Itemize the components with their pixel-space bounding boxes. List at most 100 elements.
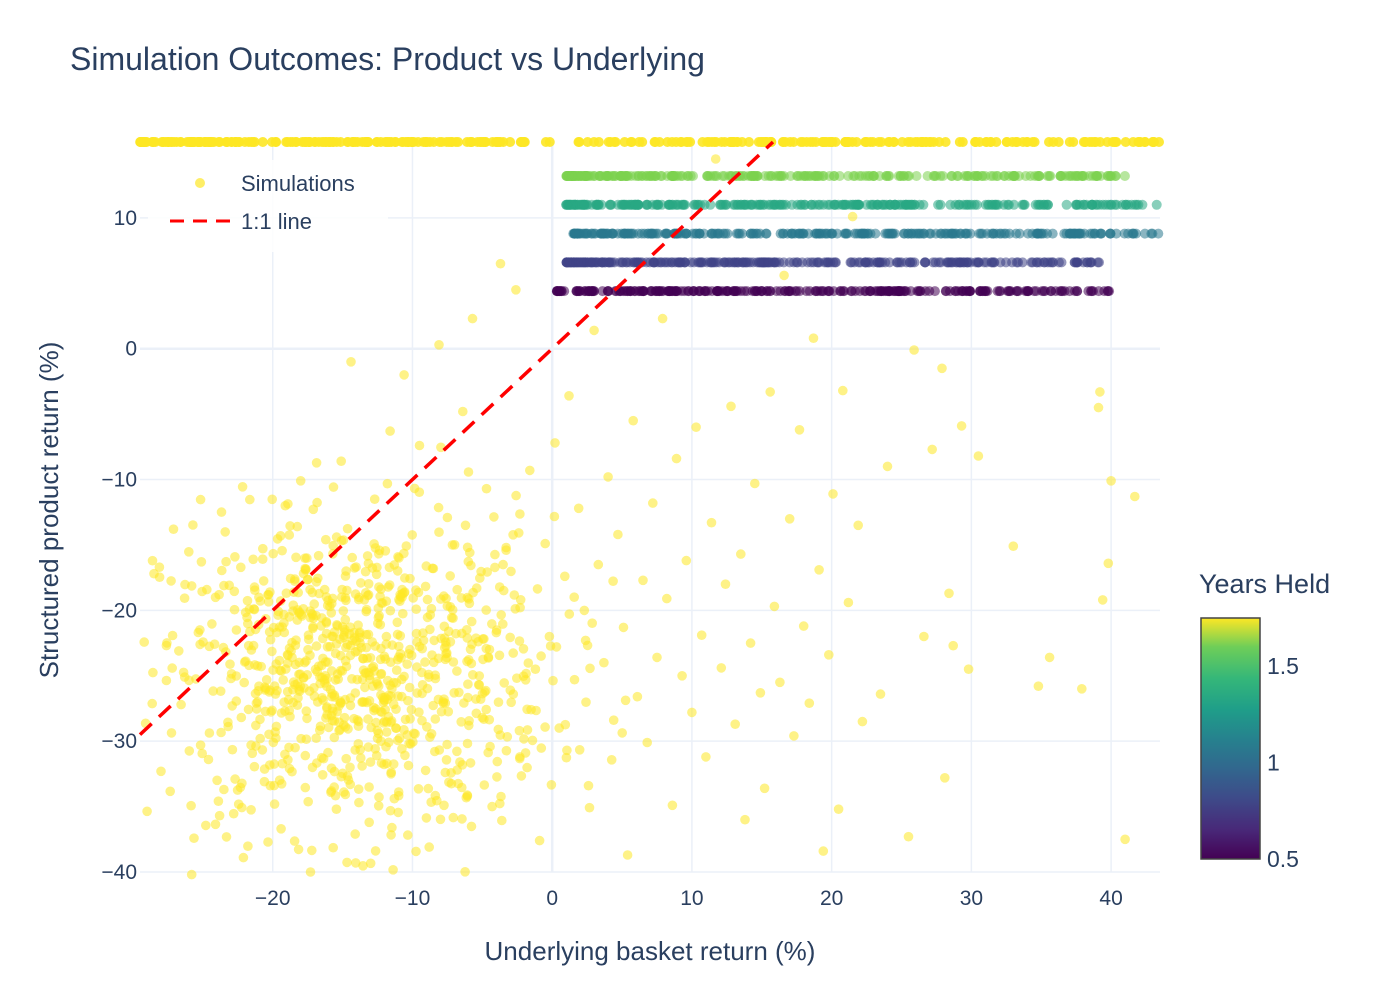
- autocall-point: [1065, 228, 1076, 239]
- autocall-point: [624, 257, 635, 268]
- autocall-point: [959, 171, 970, 181]
- colorbar-tick-label: 1: [1267, 750, 1280, 776]
- autocall-point: [957, 137, 968, 147]
- simulation-point: [338, 606, 349, 616]
- simulation-point: [258, 543, 268, 554]
- simulation-point: [174, 646, 184, 656]
- autocall-point: [829, 199, 840, 210]
- simulation-point: [385, 426, 395, 436]
- simulation-point: [465, 758, 476, 768]
- simulation-point: [452, 746, 462, 757]
- chart-title: Simulation Outcomes: Product vs Underlyi…: [70, 41, 705, 77]
- simulation-point: [362, 551, 373, 561]
- simulation-point: [769, 601, 780, 612]
- legend-label-line[interactable]: 1:1 line: [241, 209, 312, 234]
- simulation-point: [399, 548, 409, 559]
- autocall-point: [962, 228, 973, 239]
- simulation-point: [453, 778, 464, 789]
- simulation-point: [546, 780, 557, 790]
- simulation-point: [365, 757, 376, 767]
- simulation-point: [243, 704, 254, 715]
- simulation-point: [341, 642, 351, 653]
- autocall-point: [922, 171, 933, 181]
- autocall-point: [898, 228, 909, 239]
- autocall-point: [1055, 171, 1066, 181]
- autocall-point: [991, 199, 1002, 210]
- autocall-point: [1128, 137, 1139, 147]
- autocall-point: [577, 257, 588, 268]
- simulation-point: [487, 619, 497, 629]
- autocall-point: [672, 171, 683, 181]
- simulation-point: [448, 613, 458, 623]
- simulation-point: [618, 622, 629, 633]
- autocall-point: [896, 286, 907, 297]
- simulation-point: [212, 775, 222, 786]
- autocall-point: [655, 257, 666, 268]
- simulation-point: [496, 791, 506, 802]
- simulation-point: [270, 689, 281, 699]
- simulation-point: [379, 695, 390, 706]
- simulation-point: [405, 573, 415, 584]
- autocall-point: [830, 257, 841, 268]
- x-tick-label: 0: [546, 887, 558, 910]
- simulation-point: [424, 842, 435, 852]
- autocall-point: [257, 137, 268, 147]
- autocall-point: [1082, 257, 1093, 268]
- autocall-point: [495, 137, 506, 147]
- simulation-point: [425, 624, 435, 635]
- autocall-point: [596, 228, 606, 239]
- autocall-point: [746, 171, 757, 181]
- simulation-point: [259, 776, 270, 787]
- colorbar-tick-label: 1.5: [1267, 653, 1299, 679]
- simulation-point: [204, 728, 215, 738]
- legend[interactable]: Simulations 1:1 line: [148, 160, 388, 252]
- simulation-point: [1103, 558, 1114, 569]
- legend-label-simulations[interactable]: Simulations: [241, 171, 355, 196]
- simulation-point: [305, 584, 315, 595]
- autocall-point: [1000, 228, 1011, 239]
- simulation-point: [420, 581, 431, 592]
- simulation-point: [258, 576, 269, 586]
- x-axis-title: Underlying basket return (%): [485, 936, 816, 966]
- simulation-point: [441, 641, 451, 651]
- simulation-point: [389, 560, 400, 570]
- autocall-point: [865, 137, 876, 147]
- autocall-point: [966, 199, 977, 210]
- simulation-point: [562, 745, 572, 756]
- simulation-point: [514, 636, 525, 646]
- autocall-point: [702, 171, 713, 181]
- simulation-point: [236, 712, 247, 723]
- simulation-point: [336, 456, 347, 467]
- simulation-point: [340, 789, 351, 800]
- simulation-point: [426, 729, 437, 739]
- simulation-point: [498, 559, 508, 570]
- simulation-point: [210, 592, 221, 603]
- autocall-point: [854, 171, 865, 181]
- autocall-point: [787, 199, 797, 210]
- autocall-point: [1053, 137, 1064, 147]
- simulation-point: [230, 552, 240, 562]
- simulation-point: [236, 562, 246, 573]
- simulation-point: [331, 532, 342, 542]
- autocall-point: [765, 199, 776, 210]
- autocall-point: [837, 199, 848, 210]
- simulation-point: [332, 621, 343, 631]
- simulation-point: [490, 549, 500, 560]
- simulation-point: [755, 688, 766, 698]
- simulation-point: [514, 725, 525, 736]
- simulation-point: [321, 628, 332, 639]
- autocall-point: [1022, 137, 1033, 147]
- autocall-point: [1074, 228, 1085, 239]
- simulation-point: [221, 556, 231, 567]
- simulation-point: [388, 865, 398, 875]
- autocall-point: [1033, 171, 1044, 181]
- simulation-point: [274, 775, 285, 785]
- autocall-point: [888, 137, 899, 147]
- simulation-point: [492, 772, 502, 782]
- simulation-point: [347, 552, 358, 563]
- autocall-point: [1105, 228, 1116, 239]
- simulation-point: [474, 680, 485, 690]
- autocall-point: [1140, 137, 1151, 147]
- simulation-point: [853, 520, 863, 531]
- simulation-point: [937, 363, 947, 374]
